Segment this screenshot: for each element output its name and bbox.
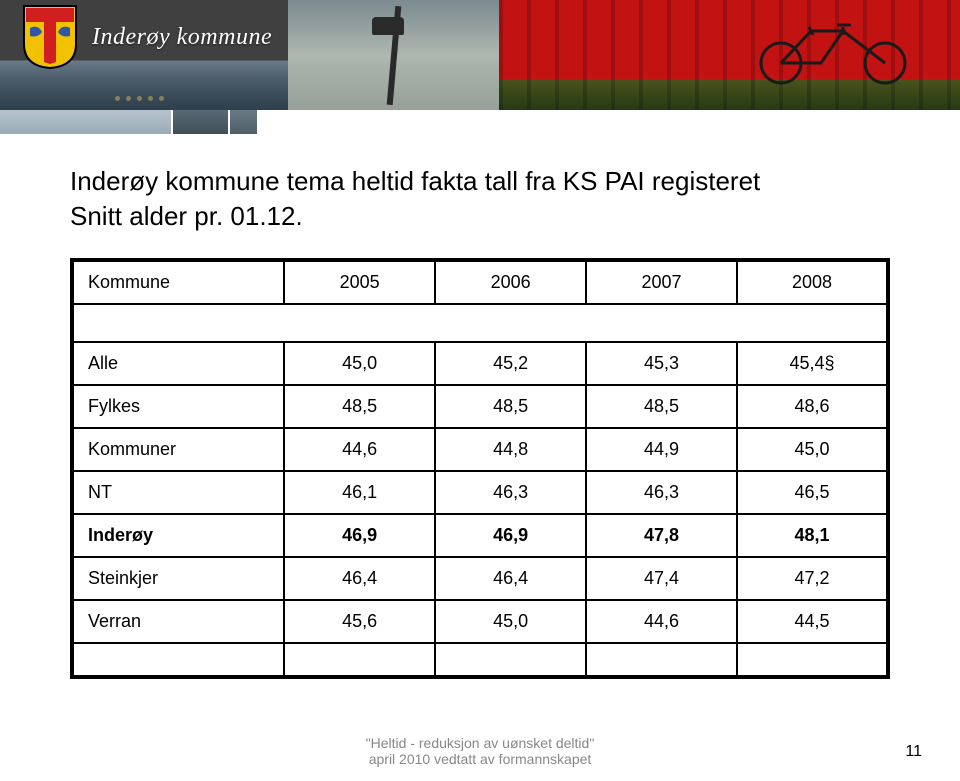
cell: 48,6 — [737, 385, 888, 428]
row-label: Verran — [72, 600, 284, 643]
empty-cell — [435, 643, 586, 677]
header-banner: Inderøy kommune — [0, 0, 960, 110]
footer-line-1: "Heltid - reduksjon av uønsket deltid" — [0, 735, 960, 751]
cell: 47,8 — [586, 514, 737, 557]
heading-line-2: Snitt alder pr. 01.12. — [70, 199, 890, 234]
col-header: 2008 — [737, 260, 888, 304]
row-label: Steinkjer — [72, 557, 284, 600]
cell: 45,0 — [737, 428, 888, 471]
banner-photo-redwall — [499, 0, 960, 110]
municipality-crest-icon — [22, 4, 78, 70]
cell: 44,5 — [737, 600, 888, 643]
cell: 44,6 — [586, 600, 737, 643]
cell: 46,3 — [435, 471, 586, 514]
col-header: 2005 — [284, 260, 435, 304]
table-row: Steinkjer 46,4 46,4 47,4 47,2 — [72, 557, 888, 600]
table-row: Alle 45,0 45,2 45,3 45,4§ — [72, 342, 888, 385]
sep-block — [173, 110, 231, 134]
empty-cell — [737, 643, 888, 677]
empty-cell — [284, 643, 435, 677]
cell: 46,3 — [586, 471, 737, 514]
cell: 48,5 — [284, 385, 435, 428]
row-label: NT — [72, 471, 284, 514]
cell: 45,0 — [284, 342, 435, 385]
row-label: Alle — [72, 342, 284, 385]
row-label: Fylkes — [72, 385, 284, 428]
footer-line-2: april 2010 vedtatt av formannskapet — [0, 751, 960, 767]
cell: 46,1 — [284, 471, 435, 514]
table-row: Fylkes 48,5 48,5 48,5 48,6 — [72, 385, 888, 428]
row-label: Kommuner — [72, 428, 284, 471]
table-row: Kommuner 44,6 44,8 44,9 45,0 — [72, 428, 888, 471]
cell: 44,9 — [586, 428, 737, 471]
cell: 45,2 — [435, 342, 586, 385]
cell: 48,5 — [435, 385, 586, 428]
sep-block — [230, 110, 259, 134]
slide-heading: Inderøy kommune tema heltid fakta tall f… — [70, 164, 890, 234]
cell: 44,8 — [435, 428, 586, 471]
site-identity: Inderøy kommune — [22, 4, 272, 70]
cell: 48,1 — [737, 514, 888, 557]
col-header: 2006 — [435, 260, 586, 304]
cell: 45,3 — [586, 342, 737, 385]
cell: 47,2 — [737, 557, 888, 600]
empty-cell — [586, 643, 737, 677]
cell: 48,5 — [586, 385, 737, 428]
row-label: Inderøy — [72, 514, 284, 557]
empty-cell — [72, 643, 284, 677]
data-table: Kommune 2005 2006 2007 2008 Alle 45,0 45… — [70, 258, 890, 679]
slide-content: Inderøy kommune tema heltid fakta tall f… — [0, 134, 960, 781]
table-row: Inderøy 46,9 46,9 47,8 48,1 — [72, 514, 888, 557]
col-header: 2007 — [586, 260, 737, 304]
sep-block — [259, 110, 960, 134]
col-header: Kommune — [72, 260, 284, 304]
page-number: 11 — [905, 743, 922, 761]
cell: 47,4 — [586, 557, 737, 600]
table-header-row: Kommune 2005 2006 2007 2008 — [72, 260, 888, 304]
table-empty-row — [72, 643, 888, 677]
cell: 46,9 — [435, 514, 586, 557]
table-row: Verran 45,6 45,0 44,6 44,5 — [72, 600, 888, 643]
slide-page: Inderøy kommune Inderøy kommune tema hel… — [0, 0, 960, 781]
banner-photo-lamppost — [288, 0, 499, 110]
harbor-lights — [115, 90, 273, 100]
cell: 44,6 — [284, 428, 435, 471]
spacer-cell — [72, 304, 888, 342]
table-spacer-row — [72, 304, 888, 342]
table-row: NT 46,1 46,3 46,3 46,5 — [72, 471, 888, 514]
cell: 45,0 — [435, 600, 586, 643]
cell: 46,4 — [435, 557, 586, 600]
cell: 46,9 — [284, 514, 435, 557]
banner-separator — [0, 110, 960, 134]
heading-line-1: Inderøy kommune tema heltid fakta tall f… — [70, 164, 890, 199]
cell: 46,4 — [284, 557, 435, 600]
sep-block — [0, 110, 173, 134]
cell: 45,4§ — [737, 342, 888, 385]
site-title: Inderøy kommune — [92, 24, 272, 51]
cell: 45,6 — [284, 600, 435, 643]
slide-footer: "Heltid - reduksjon av uønsket deltid" a… — [0, 735, 960, 767]
cell: 46,5 — [737, 471, 888, 514]
bicycle-icon — [743, 13, 923, 85]
